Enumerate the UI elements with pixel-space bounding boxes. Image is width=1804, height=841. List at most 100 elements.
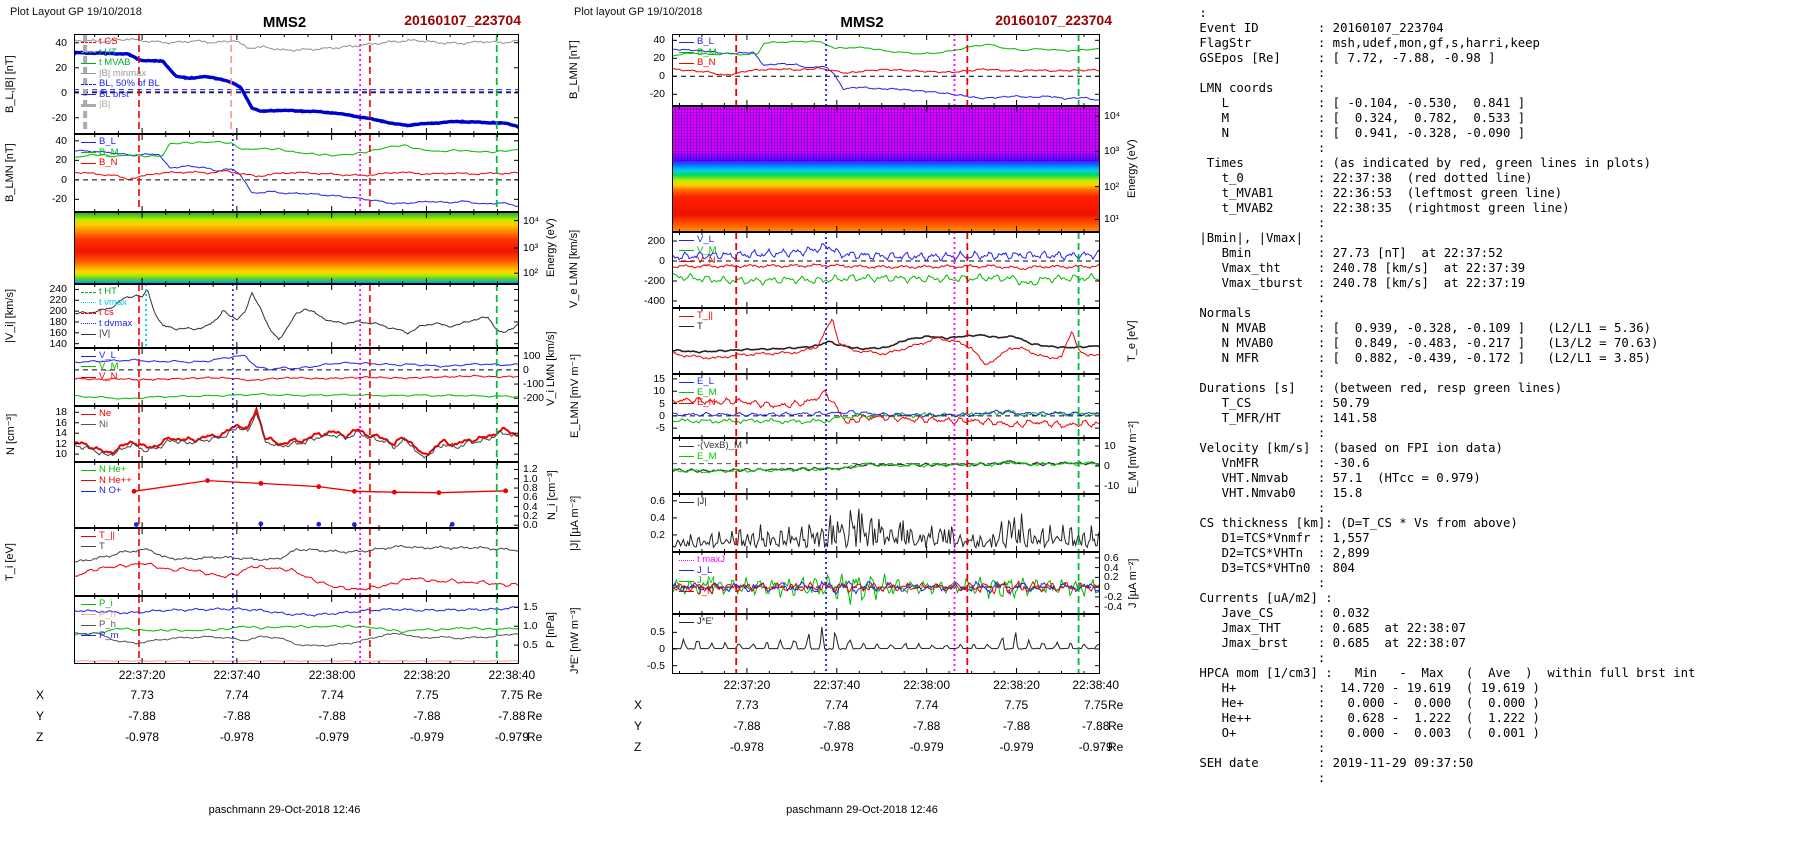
right-tick-label: 0.6 [1104, 551, 1119, 564]
y-tick-label: 0 [61, 86, 67, 99]
legend-line-sample [81, 52, 96, 54]
legend-label: B_N [697, 57, 716, 68]
panel-mid-1: Energy (eV) 10⁴ 10³ 10² 10¹ [566, 106, 1156, 232]
coord-unit: Re [1108, 719, 1124, 733]
right-axis-label: Energy (eV) [1126, 139, 1138, 199]
legend: N He+ N He++ N O+ [81, 464, 132, 497]
legend-item: t CS [81, 36, 160, 48]
legend-line-sample [679, 559, 694, 561]
coord-value: -7.88 [223, 709, 251, 723]
legend-item: N O+ [81, 485, 132, 497]
panel-mid-0: B_LMN [nT] 40 20 0 -20 B_L B_M B_N [566, 34, 1156, 106]
legend-item: B_L [679, 36, 717, 48]
panel-left-6: N_i [cm⁻³] 1.2 1.0 0.8 0.6 0.4 0.2 0.0 N He+ N He… [2, 462, 567, 532]
coord-value: -0.979 [409, 730, 444, 744]
coord-value: 7.74 [914, 698, 939, 712]
right-tick-label: 0.2 [523, 509, 538, 522]
y-tick-label: 160 [49, 326, 67, 339]
right-axis-label: N_i [cm⁻³] [546, 470, 558, 520]
x-tick-label: 22:38:20 [403, 668, 451, 682]
panel-mid-6: |J| [µA m⁻²] 0.6 0.4 0.2 |J| [566, 494, 1156, 552]
legend-item: E_M [679, 451, 742, 463]
legend-label: BL brst [99, 88, 129, 100]
right-tick-label: -200 [523, 392, 545, 405]
y-tick-label: 200 [647, 235, 665, 247]
legend-line-sample [81, 355, 96, 357]
legend-line-sample [81, 614, 96, 616]
y-tick-label: 15 [653, 372, 665, 385]
plot-middle-panel-stack: B_LMN [nT] 40 20 0 -20 B_L B_M B_N Energy (eV) 10… [566, 34, 1156, 674]
y-axis-label: T_i [eV] [4, 543, 16, 581]
legend-item: E_M [679, 386, 717, 399]
x-tick-label: 22:38:20 [993, 678, 1040, 692]
coord-value: -0.978 [729, 740, 764, 754]
spectrogram [672, 106, 1100, 232]
plot-middle-event-id: 20160107_223704 [995, 12, 1112, 28]
info-panel-text: : Event ID : 20160107_223704 FlagStr : m… [1199, 6, 1696, 785]
legend-label: V_M [99, 360, 119, 372]
right-tick-label: 0.0 [523, 519, 538, 532]
panel-frame-5 [672, 438, 1100, 494]
y-tick-label: 0.5 [650, 626, 665, 639]
legend-item: V_N [679, 255, 717, 267]
plot-middle-xaxis: 22:37:20 22:37:40 22:38:00 22:38:20 22:38:40 [566, 678, 1156, 692]
coord-value: -0.979 [494, 730, 529, 744]
y-tick-label: 0 [61, 173, 67, 186]
legend-item: N He+ [81, 464, 132, 476]
coord-row-Y: Y -7.88 -7.88 -7.88 -7.88 -7.88 Re [2, 709, 567, 727]
legend-label: t CS [99, 36, 118, 47]
coord-row-label: Y [36, 709, 45, 723]
legend-line-sample [81, 635, 96, 637]
y-tick-label: 18 [55, 406, 67, 419]
legend-line-sample [679, 402, 694, 404]
legend-label: T_|| [99, 530, 116, 541]
y-tick-label: -400 [643, 295, 665, 307]
coord-value: -0.979 [1078, 740, 1113, 754]
legend-label: T_|| [697, 310, 714, 321]
legend-label: P_i [99, 598, 113, 609]
right-tick-label: 10 [1104, 440, 1116, 452]
coord-value: -7.88 [1082, 719, 1110, 733]
legend-item: T_|| [81, 530, 116, 542]
plot-middle-title: MMS2 [840, 14, 884, 31]
panel-left-2: Energy (eV) 10⁴ 10³ 10² [2, 212, 567, 284]
coord-value: 7.75 [1084, 698, 1108, 712]
legend-label: J_L [697, 564, 713, 576]
coord-row-label: X [634, 698, 643, 712]
coord-value: -7.88 [413, 709, 441, 723]
legend-item: BL brst [81, 88, 160, 101]
legend-item: t MVAB [81, 57, 160, 69]
legend-label: N O+ [99, 485, 122, 496]
coord-row-label: Z [36, 730, 44, 744]
legend-line-sample [679, 445, 694, 447]
coord-value: -0.979 [909, 740, 944, 754]
y-tick-label: 0 [659, 409, 665, 422]
y-tick-label: 16 [55, 416, 67, 429]
x-tick-label: 22:37:40 [813, 678, 861, 692]
legend-line-sample [679, 456, 694, 458]
y-tick-label: 40 [653, 34, 665, 47]
legend-item: N He++ [81, 475, 132, 487]
panel-left-8: P [nPa] 1.5 1.0 0.5 P_i P_n P_h P_m [2, 596, 567, 664]
y-tick-label: 180 [49, 315, 67, 328]
legend-label: E_M [697, 386, 717, 398]
right-tick-label: 10² [523, 267, 539, 280]
coord-row-X: X 7.73 7.74 7.74 7.75 7.75 Re [2, 688, 567, 706]
panel-mid-2: V_e LMN [km/s] 200 0 -200 -400 V_L V_M V_N [566, 230, 1156, 308]
y-tick-label: 200 [49, 305, 67, 318]
right-tick-label: 0 [1104, 581, 1110, 594]
legend-line-sample [81, 103, 96, 107]
legend-label: |B| minmax [99, 67, 147, 79]
y-tick-label: 0.6 [650, 494, 665, 507]
legend-label: B_M [697, 46, 717, 58]
legend-item: J_M [679, 575, 725, 587]
legend-line-sample [81, 535, 96, 537]
legend-item: P_i [81, 598, 119, 610]
legend: t maxJ J_L J_M J_N [679, 554, 725, 597]
right-tick-label: 100 [523, 349, 541, 362]
coord-row-Z: Z -0.978 -0.978 -0.979 -0.979 -0.979 Re [566, 740, 1156, 758]
legend-label: |V| [99, 328, 111, 339]
legend: E_L E_M E_N [679, 376, 717, 409]
legend-label: t dvmax [99, 317, 133, 329]
right-tick-label: -0.4 [1104, 600, 1123, 613]
